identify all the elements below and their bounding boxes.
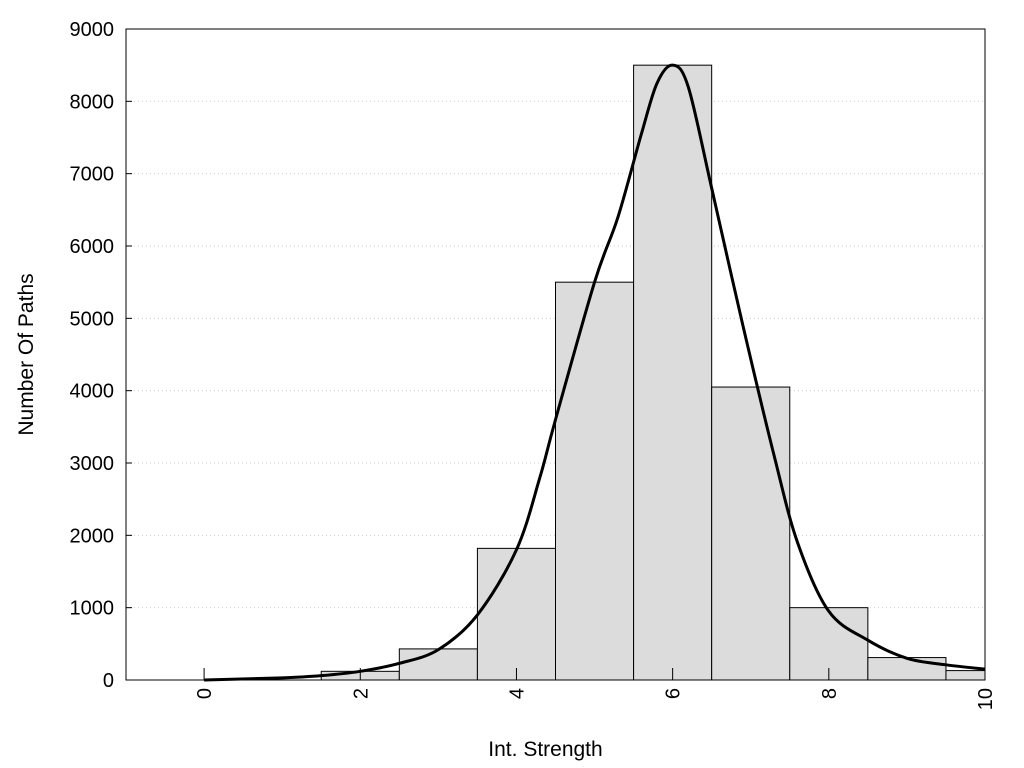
y-tick-label: 7000 — [70, 164, 115, 186]
histogram-bar — [789, 607, 869, 681]
x-axis-label: Int. Strength — [488, 738, 602, 761]
bars — [320, 64, 986, 681]
histogram-bar — [945, 670, 986, 681]
histogram-bar — [633, 64, 713, 681]
y-axis: 0 1000 2000 3000 4000 5000 6000 7000 8000 9000 — [70, 19, 132, 692]
fit-curve — [204, 63, 986, 682]
histogram-bar — [867, 657, 947, 681]
y-tick-label: 6000 — [70, 236, 115, 258]
x-tick-label: 6 — [663, 688, 685, 699]
y-tick-label: 9000 — [70, 19, 115, 41]
histogram-bar — [711, 386, 791, 681]
x-axis: 0 2 4 6 8 10 — [194, 668, 997, 710]
x-tick-label: 2 — [350, 688, 372, 699]
plot-frame — [125, 28, 986, 681]
y-tick-label: 2000 — [70, 525, 115, 547]
x-tick-label: 4 — [506, 688, 528, 699]
y-tick-label: 8000 — [70, 91, 115, 113]
histogram-bar — [398, 648, 478, 681]
x-tick-label: 8 — [819, 688, 841, 699]
y-axis-label: Number Of Paths — [15, 273, 38, 435]
y-tick-label: 4000 — [70, 381, 115, 403]
fit-curve-layer — [204, 63, 986, 682]
y-tick-label: 3000 — [70, 453, 115, 475]
x-tick-label: 10 — [975, 688, 997, 710]
y-tick-label: 0 — [103, 670, 114, 692]
y-tick-label: 5000 — [70, 308, 115, 330]
x-tick-label: 0 — [194, 688, 216, 699]
histogram-bar — [555, 281, 635, 681]
y-tick-label: 1000 — [70, 598, 115, 620]
histogram-bar — [476, 547, 556, 681]
